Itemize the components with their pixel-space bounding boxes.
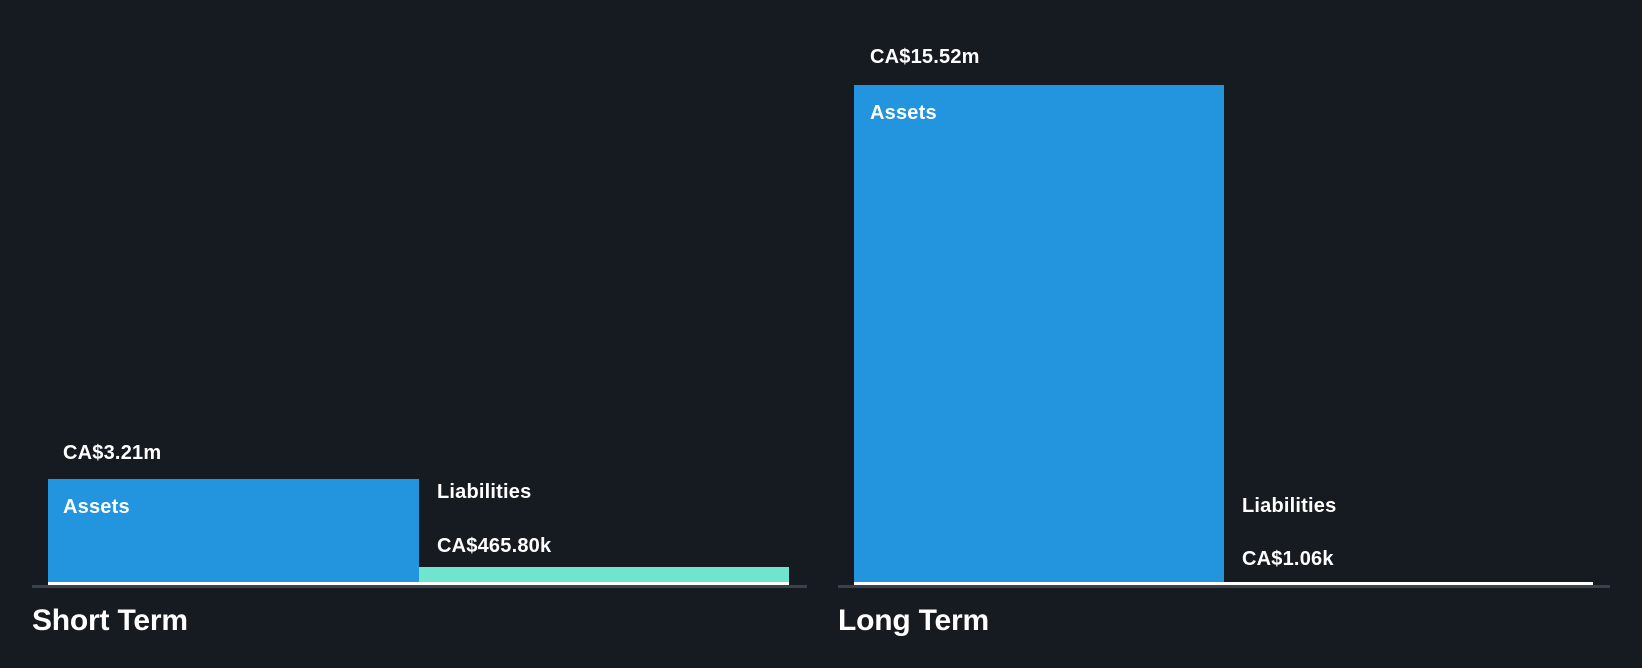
long-term-assets-bar (854, 84, 1224, 582)
short-term-title: Short Term (32, 604, 188, 637)
long-term-assets-value: CA$15.52m (870, 46, 980, 68)
long-term-liabilities-label: Liabilities (1242, 495, 1337, 517)
long-term-axis-line (838, 585, 1610, 588)
long-term-assets-label: Assets (870, 102, 937, 124)
short-term-assets-bar (48, 479, 419, 582)
short-term-liabilities-label: Liabilities (437, 481, 532, 503)
long-term-axis-baseline (854, 582, 1593, 585)
short-term-axis-baseline (48, 582, 789, 585)
panel-long-term: CA$15.52m Assets Liabilities CA$1.06k Lo… (838, 0, 1610, 668)
short-term-assets-value: CA$3.21m (63, 442, 162, 464)
short-term-liabilities-bar (419, 567, 789, 582)
short-term-liabilities-value: CA$465.80k (437, 535, 552, 557)
short-term-assets-label: Assets (63, 496, 130, 518)
long-term-title: Long Term (838, 604, 989, 637)
short-term-axis-line (32, 585, 807, 588)
long-term-liabilities-value: CA$1.06k (1242, 548, 1334, 570)
panel-short-term: CA$3.21m Assets Liabilities CA$465.80k S… (32, 0, 807, 668)
